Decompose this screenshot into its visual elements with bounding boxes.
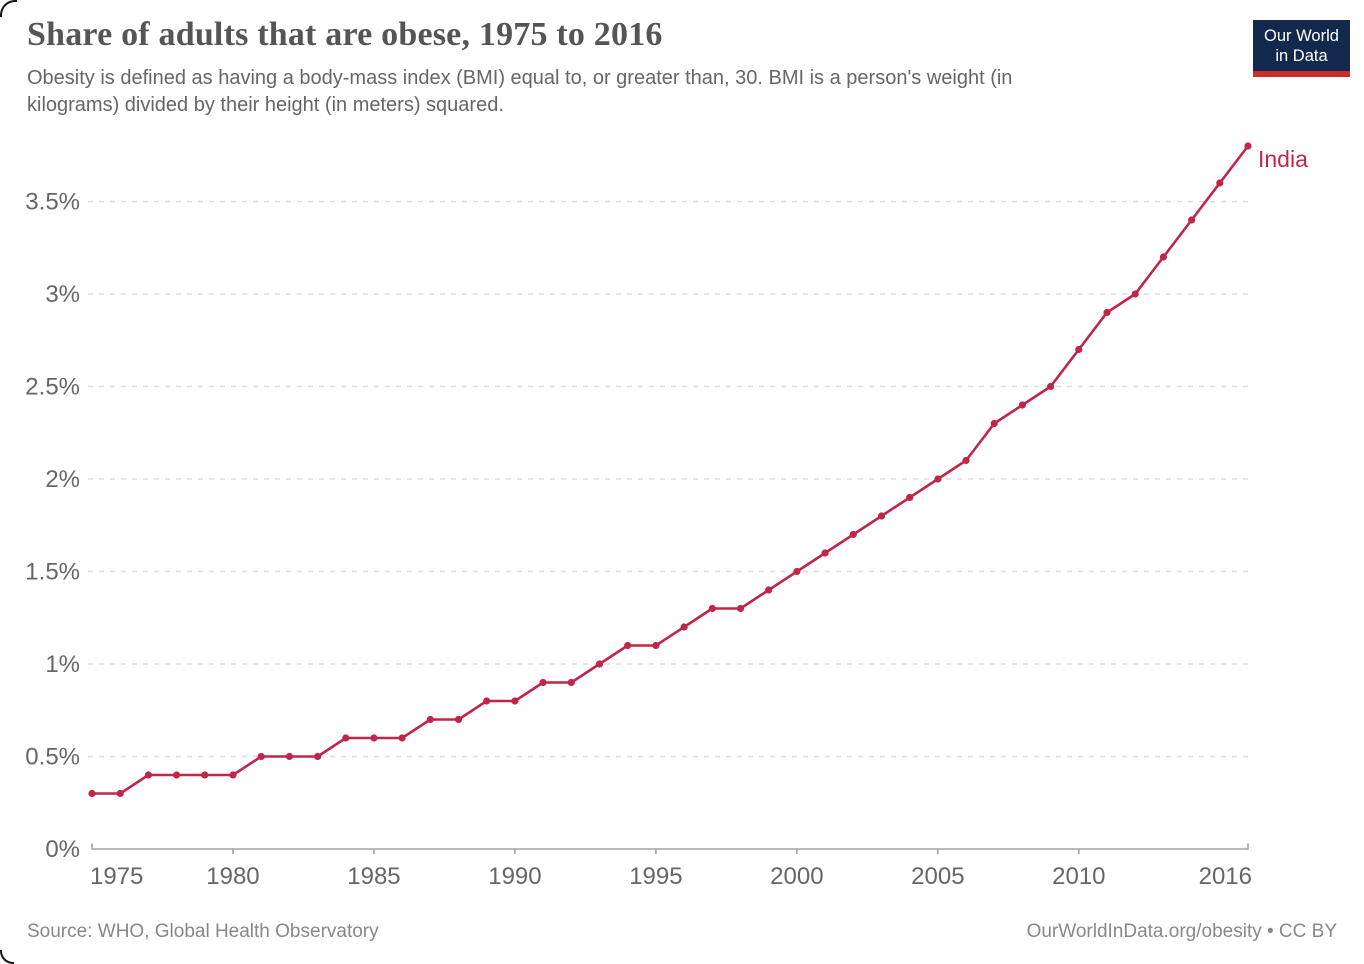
y-tick-label: 2.5% [25, 374, 80, 401]
data-point [821, 549, 829, 557]
data-point [229, 771, 237, 779]
data-point [765, 586, 773, 594]
data-point [285, 752, 293, 761]
data-line [90, 144, 1250, 795]
data-point [793, 567, 801, 576]
data-point [539, 678, 547, 687]
data-point [426, 715, 434, 724]
x-tick-label: 2000 [770, 863, 823, 890]
data-point [680, 623, 688, 631]
x-tick-label: 1995 [629, 863, 682, 890]
data-point [1103, 308, 1111, 317]
data-point [990, 419, 998, 428]
owid-logo-red-bar [1253, 71, 1350, 77]
y-tick-label: 0% [45, 836, 80, 863]
data-point [849, 530, 857, 539]
x-tick-label: 1975 [90, 863, 143, 890]
y-tick-label: 3.5% [25, 189, 80, 216]
data-point [1047, 382, 1055, 391]
data-point [934, 475, 942, 483]
data-point [1018, 401, 1026, 409]
data-point [342, 734, 350, 742]
data-point [144, 771, 152, 779]
data-point [314, 752, 322, 761]
data-point [173, 771, 181, 779]
chart-subtitle-line1: Obesity is defined as having a body-mass… [27, 67, 1013, 89]
data-point [652, 641, 660, 650]
x-tick-label: 1980 [206, 863, 259, 890]
data-point [1075, 345, 1083, 354]
chart-subtitle-line2: kilograms) divided by their height (in m… [27, 94, 504, 116]
y-tick-label: 1% [45, 651, 80, 678]
data-point [201, 771, 209, 779]
data-point [511, 697, 519, 705]
x-axis-line [91, 843, 1249, 850]
data-point [116, 789, 124, 798]
data-point [567, 678, 575, 687]
owid-logo-box: Our World in Data [1253, 20, 1350, 71]
owid-logo: Our World in Data [1253, 20, 1350, 77]
data-point [1216, 179, 1224, 187]
chart-footer: Source: WHO, Global Health Observatory O… [27, 921, 1337, 943]
data-point [962, 456, 970, 465]
y-tick-label: 1.5% [25, 559, 80, 586]
data-point [1131, 290, 1139, 298]
data-point [88, 789, 96, 798]
data-point [398, 734, 406, 742]
data-point [370, 734, 378, 742]
series-end-label: India [1258, 146, 1308, 172]
data-point [736, 604, 745, 613]
owid-logo-line1: Our World [1264, 26, 1339, 45]
data-point [1188, 216, 1196, 224]
x-tick-label: 1990 [488, 863, 541, 890]
chart-subtitle: Obesity is defined as having a body-mass… [27, 65, 1207, 119]
data-point [1159, 253, 1167, 261]
credit-text: OurWorldInData.org/obesity • CC BY [1026, 921, 1337, 942]
data-point [595, 660, 604, 668]
x-tick-label: 1985 [347, 863, 400, 890]
source-text: Source: WHO, Global Health Observatory [27, 921, 379, 942]
data-point [1244, 142, 1252, 150]
y-tick-label: 0.5% [25, 744, 80, 771]
chart-header: Share of adults that are obese, 1975 to … [27, 16, 1207, 119]
data-point [454, 715, 463, 724]
data-point [624, 641, 632, 650]
data-point [906, 493, 914, 502]
data-point [483, 697, 491, 705]
y-tick-label: 3% [45, 281, 80, 308]
x-tick-label: 2010 [1052, 863, 1105, 890]
x-tick-label: 2005 [911, 863, 964, 890]
data-point [877, 512, 886, 520]
data-point [708, 604, 716, 613]
chart-title: Share of adults that are obese, 1975 to … [27, 16, 663, 53]
y-tick-label: 2% [45, 466, 80, 493]
owid-logo-line2: in Data [1275, 46, 1328, 65]
data-point [257, 752, 265, 761]
x-tick-label: 2016 [1199, 863, 1252, 890]
